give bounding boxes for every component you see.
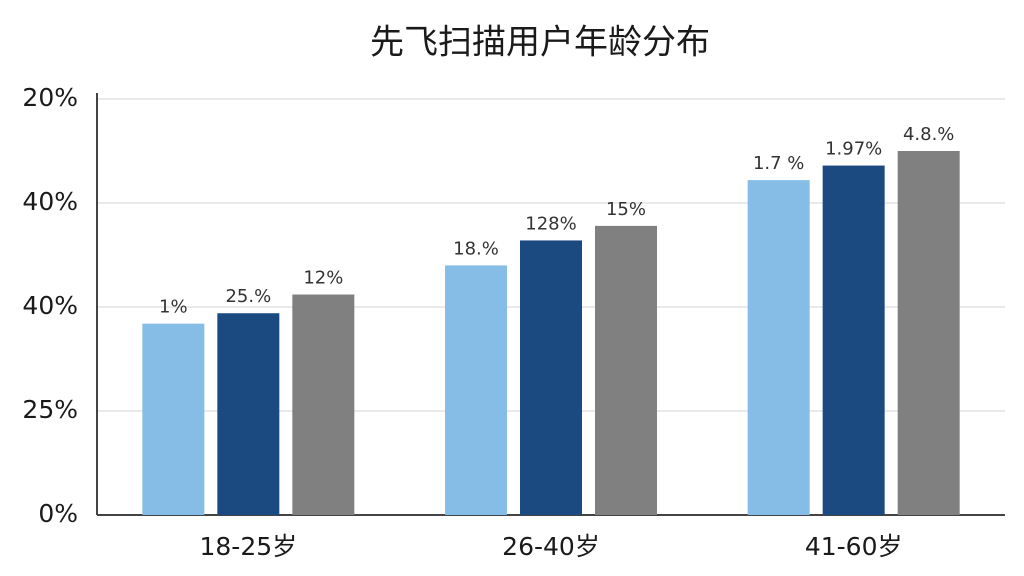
x-tick-label: 26-40岁 [502, 532, 600, 561]
bar-label: 4.8.% [903, 124, 954, 145]
bar-label: 18.% [453, 238, 499, 259]
bar [595, 225, 657, 515]
bar [142, 323, 205, 515]
bar-label: 1% [159, 297, 188, 318]
bar-label: 1.7 % [753, 153, 804, 174]
bar [897, 151, 960, 515]
y-tick-label: 40% [22, 187, 78, 216]
bar [292, 294, 355, 515]
y-tick-label: 20% [22, 83, 78, 112]
bar-label: 1.97% [825, 139, 882, 160]
bar-label: 15% [606, 199, 646, 220]
chart-title: 先飞扫描用户年龄分布 [370, 23, 710, 63]
bar [217, 313, 280, 515]
y-tick-label: 40% [22, 291, 78, 320]
bar [747, 180, 810, 515]
y-tick-label: 0% [38, 499, 78, 528]
bar-label: 128% [525, 213, 576, 234]
bar [520, 240, 582, 515]
bar-label: 25.% [225, 286, 271, 307]
bar [822, 165, 885, 515]
x-tick-label: 18-25岁 [200, 532, 298, 561]
bar [445, 265, 507, 515]
bar-label: 12% [303, 268, 343, 289]
y-tick-label: 25% [22, 395, 78, 424]
x-tick-label: 41-60岁 [805, 532, 903, 561]
